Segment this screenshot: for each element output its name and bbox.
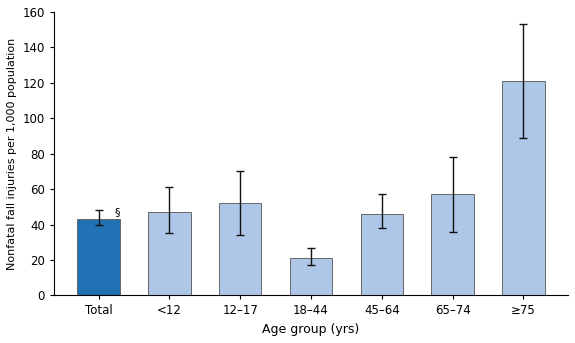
Bar (361, 214, 403, 295)
X-axis label: Age group (yrs): Age group (yrs) (262, 323, 359, 336)
Bar (219, 203, 262, 295)
Text: §: § (115, 207, 120, 217)
Bar (502, 81, 545, 295)
Bar (148, 212, 190, 295)
Bar (431, 194, 474, 295)
Bar (290, 258, 332, 295)
Bar (77, 219, 120, 295)
Y-axis label: Nonfatal fall injuries per 1,000 population: Nonfatal fall injuries per 1,000 populat… (7, 38, 17, 270)
